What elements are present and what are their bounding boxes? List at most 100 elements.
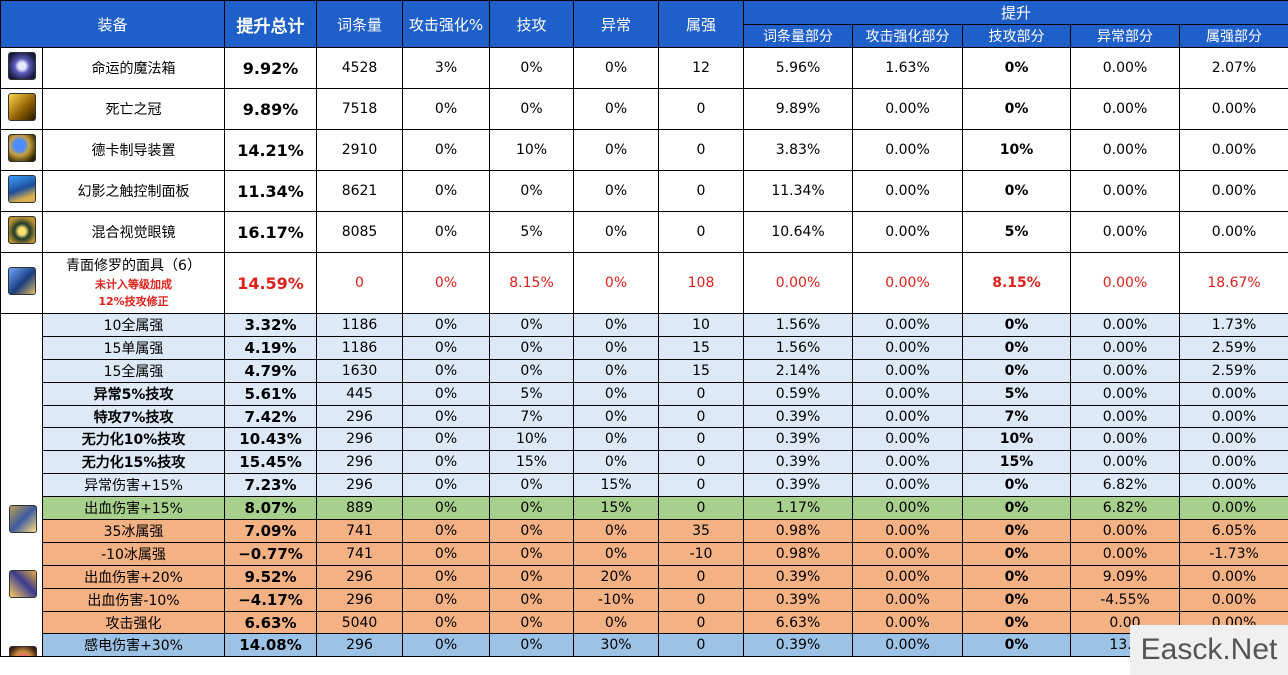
affix-part: 0.98% [743,519,854,543]
status-part: 0.00% [1070,129,1181,171]
skill-part: 0% [962,610,1072,635]
status-dmg: 0% [573,211,660,253]
affix-count: 296 [316,404,404,429]
status-dmg: -10% [573,587,660,612]
affix-count: 5040 [316,610,404,635]
elem-part: -1.73% [1179,541,1288,566]
header-affix: 词条量 [316,0,404,48]
affix-part: 2.14% [743,358,854,383]
status-part: 0.00% [1070,381,1181,406]
total-boost: 14.08% [224,633,318,658]
skill-atk: 8.15% [489,252,575,314]
skill-part: 10% [962,427,1072,452]
equipment-row-special: 青面修罗的面具（6） 未计入等级加成 12%技攻修正 14.59% 0 0% 8.15% 0%… [0,252,1288,314]
skill-atk: 10% [489,129,575,171]
atk-boost: 0% [402,170,491,212]
elem-part: 0.00% [1179,496,1288,521]
status-dmg: 15% [573,473,660,498]
skill-part: 0% [962,358,1072,383]
status-dmg: 0% [573,313,660,337]
atk-boost: 0% [402,381,491,406]
elem-strength: 0 [658,211,745,253]
total-boost: −4.17% [224,587,318,612]
equipment-name: 德卡制导装置 [41,129,226,171]
total-boost: 4.19% [224,335,318,360]
elem-part: 2.07% [1179,47,1288,89]
skill-part: 0% [962,587,1072,612]
entry-row: -10冰属强 −0.77% 741 0% 0% 0% -10 0.98% 0.00% 0% 0.00… [1,541,1288,566]
header-elem-part: 属强部分 [1179,24,1288,48]
equipment-row: 幻影之触控制面板 11.34% 8621 0% 0% 0% 0 11.34% 0.00% 0% 0.… [0,170,1288,212]
entry-name: 攻击强化 [41,610,226,635]
skill-atk: 0% [489,170,575,212]
atk-part: 1.63% [852,47,964,89]
elem-part: 0.00% [1179,427,1288,452]
affix-part: 0.39% [743,450,854,475]
equipment-name: 混合视觉眼镜 [41,211,226,253]
ring-icon [9,646,37,656]
elem-strength: 0 [658,587,745,612]
skill-atk: 7% [489,404,575,429]
equipment-icon-cell [0,129,43,171]
atk-boost: 0% [402,519,491,543]
belt-icon [9,505,37,533]
atk-boost: 0% [402,427,491,452]
entry-name: 15全属强 [41,358,226,383]
atk-boost: 0% [402,88,491,130]
affix-count: 296 [316,633,404,658]
affix-count: 296 [316,450,404,475]
affix-part: 1.17% [743,496,854,521]
affix-count: 296 [316,427,404,452]
affix-count: 4528 [316,47,404,89]
affix-part: 6.63% [743,610,854,635]
atk-boost: 0% [402,211,491,253]
affix-part: 0.59% [743,381,854,406]
atk-part: 0.00% [852,358,964,383]
skill-part: 0% [962,496,1072,521]
elem-part: 0.00% [1179,450,1288,475]
entry-row: 特攻7%技攻 7.42% 296 0% 7% 0% 0 0.39% 0.00% 7% 0.00% 0.… [1,404,1288,429]
elem-part: 0.00% [1179,587,1288,612]
affix-count: 741 [316,519,404,543]
entry-name: 异常伤害+15% [41,473,226,498]
entry-row: 无力化15%技攻 15.45% 296 0% 15% 0% 0 0.39% 0.00% 15% 0.… [1,450,1288,475]
elem-strength: 0 [658,450,745,475]
equipment-name: 命运的魔法箱 [41,47,226,89]
affix-part: 10.64% [743,211,854,253]
skill-part: 0% [962,313,1072,337]
status-dmg: 0% [573,427,660,452]
elem-strength: 0 [658,404,745,429]
affix-part: 0.39% [743,404,854,429]
atk-boost: 0% [402,358,491,383]
entry-name: 无力化10%技攻 [41,427,226,452]
entry-row: 35冰属强 7.09% 741 0% 0% 0% 35 0.98% 0.00% 0% 0.00% 6.… [1,519,1288,543]
atk-boost: 0% [402,252,491,314]
header-total: 提升总计 [224,0,318,48]
elem-strength: 10 [658,313,745,337]
header-equip: 装备 [0,0,226,48]
affix-count: 1186 [316,313,404,337]
status-part: 0.00% [1070,541,1181,566]
entry-row: 无力化10%技攻 10.43% 296 0% 10% 0% 0 0.39% 0.00% 10% 0.… [1,427,1288,452]
affix-count: 2910 [316,129,404,171]
skill-part: 0% [962,473,1072,498]
elem-part: 0.00% [1179,170,1288,212]
skill-part: 0% [962,47,1072,89]
skill-atk: 0% [489,335,575,360]
status-dmg: 0% [573,519,660,543]
elem-strength: 0 [658,88,745,130]
affix-part: 0.39% [743,633,854,658]
status-part: 0.00% [1070,313,1181,337]
atk-boost: 0% [402,633,491,658]
affix-count: 0 [316,252,404,314]
skill-atk: 15% [489,450,575,475]
affix-part: 1.56% [743,313,854,337]
equipment-icon-cell [0,47,43,89]
entry-name: 35冰属强 [41,519,226,543]
skill-atk: 0% [489,47,575,89]
skill-part: 15% [962,450,1072,475]
affix-part: 1.56% [743,335,854,360]
total-boost: 10.43% [224,427,318,452]
skill-atk: 5% [489,381,575,406]
skill-part: 7% [962,404,1072,429]
